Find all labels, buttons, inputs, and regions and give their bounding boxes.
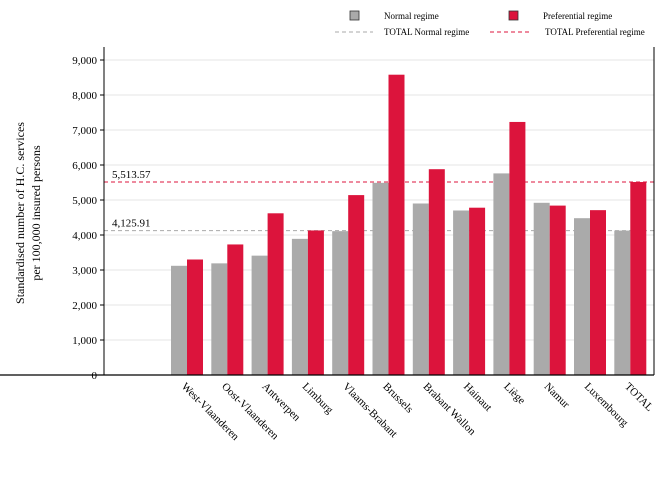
y-tick-label: 7,000	[72, 125, 97, 137]
y-tick-label: 8,000	[72, 90, 97, 102]
bar-normal	[372, 182, 389, 375]
x-tick-label: TOTAL	[622, 381, 655, 414]
legend: Normal regime Preferential regime TOTAL No…	[335, 10, 645, 37]
legend-swatch-preferential	[508, 10, 519, 21]
x-tick-label: Hainaut	[461, 381, 494, 414]
legend-label-total-normal: TOTAL Normal regime	[384, 27, 469, 37]
reference-line-label: 4,125.91	[112, 218, 151, 230]
x-tick-label: Limburg	[300, 381, 336, 417]
legend-label-total-preferential: TOTAL Preferential regime	[545, 27, 645, 37]
y-tick-label: 1,000	[72, 335, 97, 347]
bar-preferential	[267, 213, 284, 375]
bar-normal	[171, 265, 187, 375]
y-tick-label: 2,000	[72, 300, 97, 312]
bar-normal	[332, 231, 349, 375]
y-axis-title-line-1: Standardised number of H.C. services	[13, 122, 27, 304]
bar-preferential	[227, 244, 244, 375]
bar-normal	[291, 238, 308, 375]
bar-normal	[453, 210, 470, 375]
bar-preferential	[388, 74, 405, 375]
x-tick-label: Liège	[501, 381, 527, 407]
legend-swatch-normal	[349, 10, 360, 21]
bar-preferential	[187, 259, 203, 375]
legend-label-preferential: Preferential regime	[543, 11, 612, 21]
bar-preferential	[509, 121, 526, 375]
x-tick-label: Antwerpen	[259, 381, 302, 424]
y-tick-label: 6,000	[72, 160, 97, 172]
bar-preferential	[590, 210, 606, 375]
y-axis-title-line-2: per 100,000 insured persons	[29, 145, 43, 281]
y-tick-label: 0	[92, 370, 98, 382]
bar-preferential	[428, 169, 445, 375]
axes	[0, 47, 655, 376]
bar-normal	[614, 230, 631, 375]
y-tick-label: 5,000	[72, 195, 97, 207]
bar-preferential	[630, 182, 647, 375]
bars	[171, 74, 647, 375]
bar-normal	[251, 255, 268, 375]
x-tick-label: Namur	[542, 381, 572, 411]
bar-preferential	[348, 195, 365, 375]
bar-preferential	[549, 205, 566, 375]
bar-normal	[493, 173, 510, 375]
y-tick-label: 3,000	[72, 265, 97, 277]
bar-preferential	[469, 207, 486, 375]
reference-line-label: 5,513.57	[112, 169, 151, 181]
legend-label-normal: Normal regime	[384, 11, 439, 21]
bar-preferential	[307, 230, 324, 375]
y-tick-label: 9,000	[72, 55, 97, 67]
x-tick-label: Brussels	[380, 381, 415, 416]
bar-normal	[533, 202, 550, 375]
bar-normal	[211, 263, 228, 375]
bar-normal	[412, 203, 429, 375]
y-tick-label: 4,000	[72, 230, 97, 242]
bar-normal	[574, 218, 590, 375]
